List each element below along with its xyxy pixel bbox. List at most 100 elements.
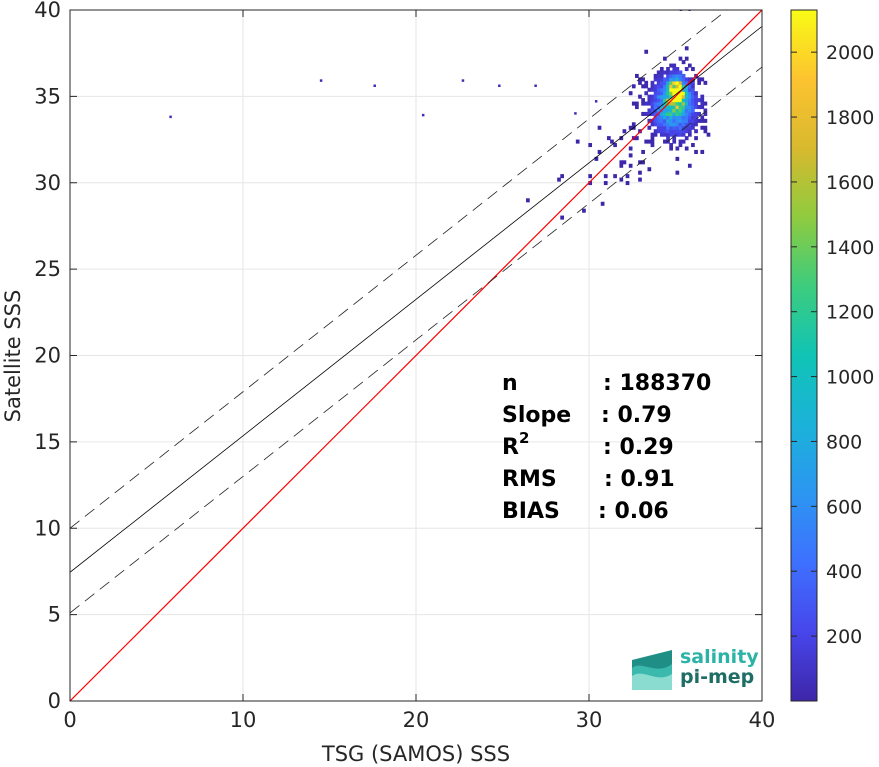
density-cell (641, 84, 645, 89)
density-cell (691, 105, 695, 110)
density-cell (687, 84, 692, 89)
density-cell (588, 143, 593, 148)
density-cell (650, 108, 655, 113)
outlier-point (461, 79, 465, 82)
stat-value: : 0.79 (601, 403, 672, 428)
density-cell (700, 118, 705, 123)
density-cell (678, 94, 683, 99)
density-cell (663, 139, 667, 144)
stat-superscript: 2 (519, 429, 529, 447)
density-cell (687, 77, 692, 82)
density-cell (619, 177, 624, 182)
density-cell (697, 98, 702, 103)
density-cell (666, 105, 670, 110)
density-cell (684, 98, 689, 103)
density-cell (703, 129, 708, 134)
density-cell (659, 101, 664, 106)
density-cell (666, 94, 670, 99)
density-cell (656, 105, 661, 110)
density-cell (663, 122, 667, 127)
density-cell (675, 118, 680, 123)
density-cell (672, 115, 677, 120)
density-cell (700, 101, 705, 106)
density-cell (666, 111, 670, 116)
density-cell (650, 105, 655, 110)
density-cell (691, 118, 695, 123)
density-cell (647, 111, 652, 116)
density-cell (681, 73, 686, 78)
density-cell (669, 129, 673, 134)
density-cell (603, 181, 608, 186)
density-cell (678, 115, 683, 120)
density-cell (622, 160, 627, 165)
density-cell (672, 73, 677, 78)
density-cell (666, 136, 670, 141)
density-cell (672, 94, 677, 99)
density-cell (653, 94, 658, 99)
x-tick-label: 10 (230, 708, 257, 732)
density-cell (700, 115, 705, 120)
density-cell (687, 115, 692, 120)
density-cell (610, 139, 614, 144)
density-cell (597, 149, 602, 154)
density-cell (684, 111, 689, 116)
density-cell (659, 118, 664, 123)
density-cell (650, 87, 655, 92)
density-cell (681, 129, 686, 134)
density-cell (681, 101, 686, 106)
density-cell (678, 132, 683, 137)
density-cell (684, 118, 689, 123)
density-cell (678, 105, 683, 110)
density-cell (575, 139, 580, 144)
density-cell (678, 108, 683, 113)
density-cell (619, 136, 624, 141)
density-cell (663, 118, 667, 123)
density-cell (666, 118, 670, 123)
fit-lines (70, 10, 762, 701)
density-cell (656, 70, 661, 75)
density-cell (681, 80, 686, 85)
density-cell (675, 108, 680, 113)
axes: 0 10 20 30 40 0 5 10 15 20 25 30 35 40 (34, 0, 775, 732)
density-cell (703, 111, 708, 116)
density-cell (684, 115, 689, 120)
density-cell (669, 122, 673, 127)
density-cell (675, 84, 680, 89)
density-cell (678, 80, 683, 85)
density-cell (684, 56, 689, 61)
density-cell (684, 146, 689, 151)
density-cell (672, 129, 677, 134)
density-cell (663, 115, 667, 120)
density-cell (669, 87, 673, 92)
density-cell (653, 73, 658, 78)
y-tick-label: 5 (48, 603, 61, 627)
y-tick-label: 15 (34, 430, 61, 454)
density-cell (691, 108, 695, 113)
density-cell (681, 132, 686, 137)
density-cell (691, 111, 695, 116)
density-cell (628, 125, 633, 130)
density-cell (684, 77, 689, 82)
density-cell (647, 125, 652, 130)
density-cell (659, 77, 664, 82)
density-cell (681, 139, 686, 144)
density-cell (678, 101, 683, 106)
colorbar-tick-label: 800 (826, 431, 862, 453)
density-cell (678, 122, 683, 127)
density-cell (666, 122, 670, 127)
salinity-pi-mep-logo: salinity pi-mep (632, 646, 759, 690)
density-cell (675, 98, 680, 103)
density-cell (650, 122, 655, 127)
density-cell (666, 108, 670, 113)
density-cell (669, 132, 673, 137)
density-cell (628, 91, 633, 96)
density-cell (653, 118, 658, 123)
density-cell (687, 94, 692, 99)
density-cell (672, 101, 677, 106)
density-cell (663, 108, 667, 113)
density-cell (666, 87, 670, 92)
density-cell (656, 80, 661, 85)
density-cell (650, 111, 655, 116)
density-cell (653, 101, 658, 106)
outlier-point (574, 112, 577, 115)
